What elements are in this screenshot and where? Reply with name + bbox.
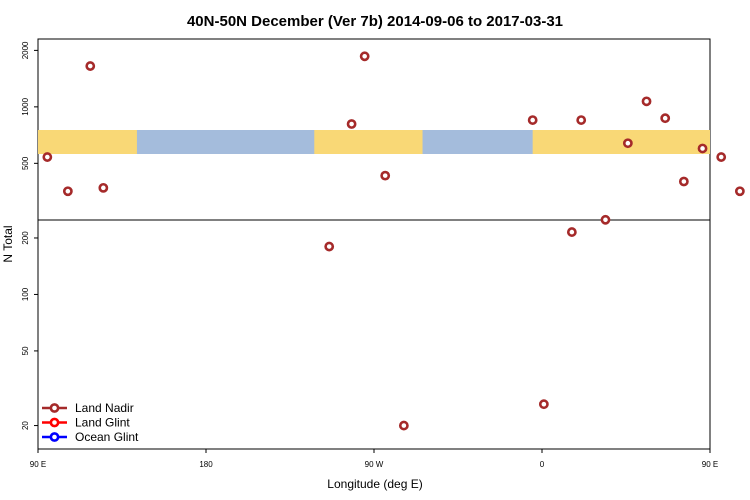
data-point: [42, 152, 53, 162]
y-tick-label: 200: [21, 231, 30, 245]
x-tick-label: 90 W: [365, 460, 384, 469]
data-point: [660, 113, 671, 124]
map-land-segment: [532, 130, 710, 154]
legend-marker: [49, 417, 60, 428]
data-point: [716, 152, 727, 162]
plot-frame: [37, 38, 711, 450]
data-points: [42, 51, 745, 431]
y-tick-label: 50: [21, 346, 30, 355]
data-point: [380, 170, 391, 181]
data-point: [538, 399, 549, 410]
data-point: [527, 115, 538, 125]
x-tick-label: 90 E: [702, 460, 718, 469]
y-tick-label: 20: [21, 421, 30, 430]
data-point: [697, 143, 708, 154]
y-tick-label: 1000: [21, 97, 30, 115]
map-land-segment: [314, 130, 423, 154]
data-point: [398, 420, 409, 431]
data-point: [98, 182, 109, 193]
x-tick-label: 90 E: [30, 460, 46, 469]
x-axis: 90 E 180 90 W 0 90 E: [30, 449, 718, 469]
y-tick-label: 500: [21, 156, 30, 170]
data-point: [641, 96, 652, 107]
data-point: [324, 241, 335, 252]
chart-title: 40N-50N December (Ver 7b) 2014-09-06 to …: [187, 13, 563, 30]
data-point: [85, 61, 96, 71]
legend-label: Land Nadir: [75, 401, 134, 415]
data-point: [566, 227, 577, 237]
x-tick-label: 0: [540, 460, 545, 469]
legend-label: Ocean Glint: [75, 430, 139, 444]
y-axis-label: N Total: [1, 225, 15, 262]
data-point: [576, 115, 587, 125]
data-point: [346, 119, 357, 129]
x-tick-label: 180: [199, 460, 213, 469]
data-point: [62, 186, 73, 197]
data-point: [600, 214, 611, 225]
data-point: [734, 186, 745, 197]
y-axis: 20 50 100 200 500 1000 2000: [21, 41, 38, 430]
map-land-segment: [38, 130, 137, 154]
legend-marker: [49, 432, 60, 442]
legend-marker: [49, 403, 60, 413]
map-strip: [38, 130, 710, 154]
map-land: [38, 130, 710, 154]
y-tick-label: 2000: [21, 41, 30, 59]
data-point: [678, 176, 689, 187]
x-axis-label: Longitude (deg E): [327, 477, 422, 491]
legend-label: Land Glint: [75, 416, 130, 430]
data-point: [359, 51, 370, 62]
y-tick-label: 100: [21, 287, 30, 301]
data-point: [622, 138, 633, 149]
